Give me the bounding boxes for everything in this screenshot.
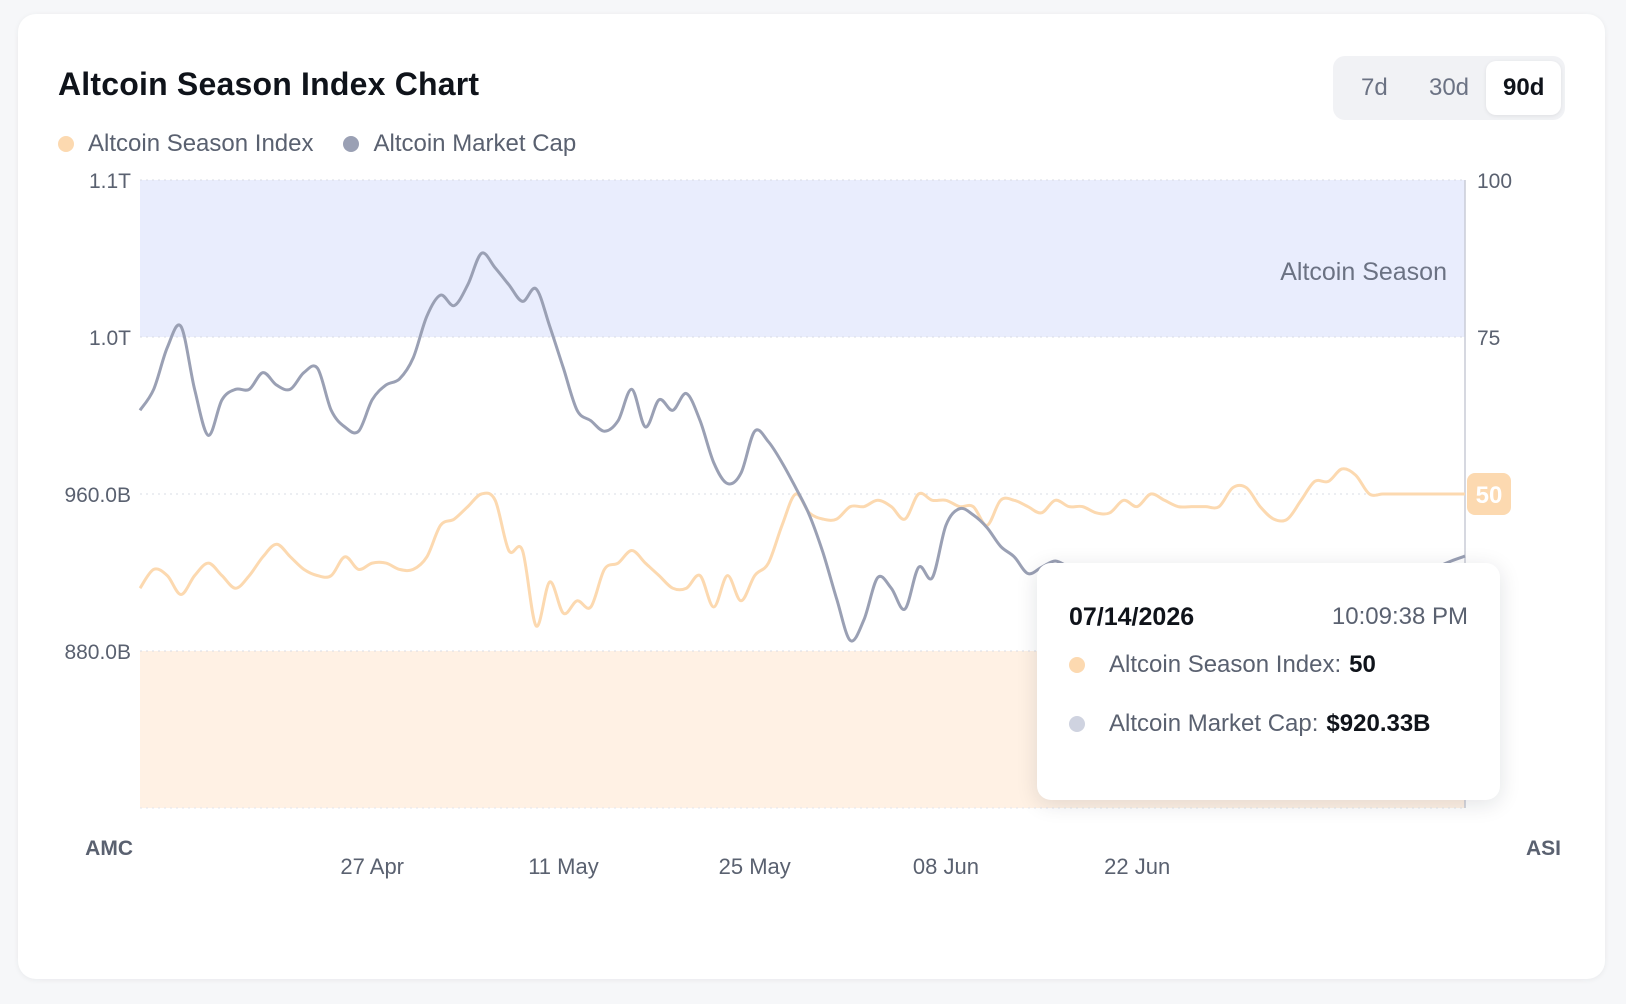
left-tick-label: 960.0B (64, 484, 131, 507)
page-title: Altcoin Season Index Chart (58, 66, 480, 102)
tooltip-index-row: Altcoin Season Index: 50 (1069, 651, 1376, 679)
time-range-selector: 7d 30d 90d (1333, 56, 1565, 120)
left-axis-label: AMC (85, 837, 133, 860)
legend-dot-index (58, 136, 74, 152)
left-tick-label: 880.0B (64, 641, 131, 664)
current-value-badge-text: 50 (1476, 482, 1503, 509)
legend-label-cap: Altcoin Market Cap (373, 130, 577, 157)
tooltip-index-label: Altcoin Season Index: (1109, 651, 1342, 678)
left-tick-label: 1.0T (89, 327, 131, 350)
tooltip-date: 07/14/2026 (1069, 603, 1195, 631)
altcoin-season-label: Altcoin Season (1280, 258, 1447, 286)
tooltip-index-value: 50 (1349, 651, 1376, 678)
tooltip-cap-row: Altcoin Market Cap: $920.33B (1069, 710, 1431, 738)
legend-dot-cap (343, 136, 360, 152)
tooltip-time: 10:09:38 PM (1331, 603, 1468, 630)
current-value-badge: 50 (1467, 473, 1511, 515)
chart-card (18, 14, 1605, 979)
right-tick-label: 100 (1477, 170, 1512, 193)
current-value-badge-bg (1467, 473, 1511, 515)
legend-item-index[interactable]: Altcoin Season Index (58, 130, 313, 158)
range-90d-button[interactable]: 90d (1486, 61, 1562, 115)
right-axis-label: ASI (1526, 837, 1561, 860)
x-tick-label: 27 Apr (340, 854, 404, 879)
altcoin-season-zone (140, 180, 1465, 337)
tooltip-cap-label: Altcoin Market Cap: (1109, 710, 1319, 737)
chart-tooltip: 07/14/2026 10:09:38 PM Altcoin Season In… (1037, 563, 1500, 800)
x-tick-label: 25 May (719, 854, 791, 879)
chart-legend: Altcoin Season Index Altcoin Market Cap (58, 130, 606, 158)
tooltip-cap-value: $920.33B (1326, 710, 1431, 737)
x-axis-ticks: 27 Apr 11 May 25 May 08 Jun 22 Jun (340, 854, 1170, 879)
tooltip-index-dot (1069, 657, 1085, 673)
range-30d-button[interactable]: 30d (1412, 61, 1487, 115)
range-7d-button[interactable]: 7d (1337, 61, 1412, 115)
left-tick-label: 1.1T (89, 170, 131, 193)
legend-label-index: Altcoin Season Index (88, 130, 314, 157)
x-tick-label: 22 Jun (1104, 854, 1170, 879)
left-axis-ticks: 1.1T 1.0T 960.0B 880.0B (64, 170, 131, 664)
right-tick-label: 75 (1477, 327, 1500, 350)
legend-item-cap[interactable]: Altcoin Market Cap (343, 130, 576, 158)
tooltip-cap-dot (1069, 716, 1085, 732)
x-tick-label: 08 Jun (913, 854, 979, 879)
x-tick-label: 11 May (528, 854, 599, 879)
